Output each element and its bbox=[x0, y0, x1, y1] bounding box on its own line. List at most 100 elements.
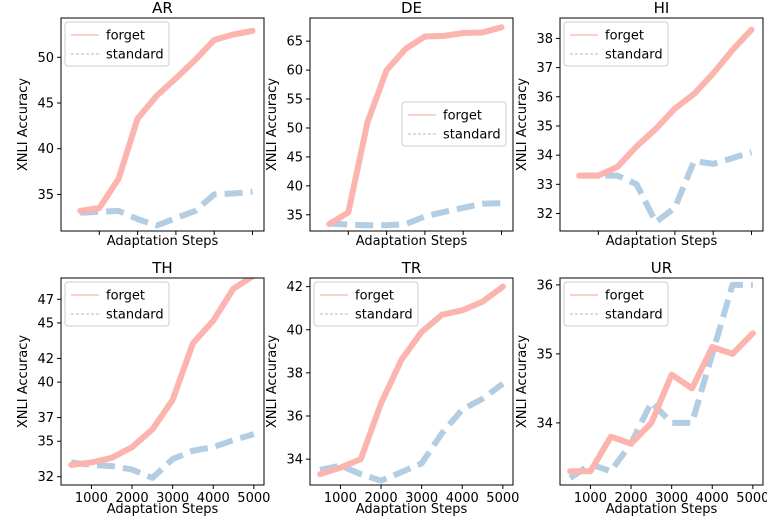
legend-label-forget: forget bbox=[355, 289, 394, 304]
legend-box bbox=[401, 101, 507, 147]
x-axis-label: Adaptation Steps bbox=[356, 234, 468, 249]
y-tick-label: 55 bbox=[286, 93, 303, 108]
y-tick-label: 38 bbox=[536, 32, 553, 47]
y-tick-label: 45 bbox=[37, 97, 54, 112]
panel-title: DE bbox=[401, 0, 422, 17]
x-axis-label: Adaptation Steps bbox=[606, 502, 718, 517]
y-tick-label: 47 bbox=[37, 293, 54, 308]
y-tick-label: 35 bbox=[37, 435, 54, 450]
series-line-standard bbox=[70, 431, 255, 481]
x-tick-label: 2000 bbox=[615, 491, 648, 506]
panel-hi: 32 33 34 35 36 37 38 HI Adaptation Steps XNLI Acc… bbox=[515, 0, 764, 249]
series-line-forget bbox=[576, 26, 755, 179]
y-tick-label: 36 bbox=[536, 278, 553, 293]
x-tick-label: 2000 bbox=[116, 491, 149, 506]
x-axis-label: Adaptation Steps bbox=[107, 502, 219, 517]
legend-label-standard: standard bbox=[605, 48, 663, 63]
y-axis-label: XNLI Accuracy bbox=[515, 78, 530, 171]
legend: forget standard bbox=[64, 21, 170, 67]
y-tick-label: 37 bbox=[536, 61, 553, 76]
y-tick-label: 35 bbox=[536, 347, 553, 362]
panel-ar: 35 40 45 50 AR Adaptation Steps XNLI Accuracy f… bbox=[16, 0, 265, 249]
axes-frame bbox=[60, 17, 265, 232]
legend-label-standard: standard bbox=[443, 128, 501, 143]
panel-de: 35 40 45 50 55 60 65 DE Adaptation Steps XNLI Acc… bbox=[265, 0, 514, 249]
axes-frame bbox=[559, 17, 764, 232]
series-line-standard bbox=[80, 188, 253, 229]
x-tick-label: 1000 bbox=[75, 491, 108, 506]
panel-ur: 34 35 36 1000 2000 3000 4000 5000 UR Adaptation S… bbox=[515, 259, 767, 517]
y-tick-label: 32 bbox=[536, 207, 553, 222]
legend-label-forget: forget bbox=[605, 289, 644, 304]
y-axis-label: XNLI Accuracy bbox=[265, 335, 280, 428]
y-tick-label: 38 bbox=[286, 366, 303, 381]
x-tick-label: 4000 bbox=[446, 491, 479, 506]
series-line-forget bbox=[326, 24, 505, 228]
x-tick-label: 1000 bbox=[324, 491, 357, 506]
legend-box bbox=[64, 21, 170, 67]
y-tick-label: 40 bbox=[37, 142, 54, 157]
x-axis-label: Adaptation Steps bbox=[107, 234, 219, 249]
y-tick-label: 42 bbox=[286, 280, 303, 295]
y-tick-label: 34 bbox=[286, 453, 303, 468]
panel-title: HI bbox=[654, 0, 670, 17]
axes-frame bbox=[309, 17, 514, 232]
panel-title: AR bbox=[152, 0, 173, 17]
legend: forget standard bbox=[401, 101, 507, 147]
x-tick-label: 4000 bbox=[696, 491, 729, 506]
axes-frame bbox=[60, 277, 265, 486]
y-tick-label: 35 bbox=[37, 188, 54, 203]
y-tick-label: 35 bbox=[286, 208, 303, 223]
x-tick-label: 3000 bbox=[405, 491, 438, 506]
y-axis-label: XNLI Accuracy bbox=[16, 78, 31, 171]
y-tick-label: 60 bbox=[286, 64, 303, 79]
y-tick-label: 45 bbox=[37, 316, 54, 331]
y-tick-label: 33 bbox=[536, 178, 553, 193]
legend-label-forget: forget bbox=[106, 29, 145, 44]
y-tick-label: 34 bbox=[536, 416, 553, 431]
series-line-standard bbox=[319, 381, 505, 484]
legend-label-forget: forget bbox=[106, 289, 145, 304]
legend-label-forget: forget bbox=[605, 29, 644, 44]
series-line-standard bbox=[329, 200, 502, 229]
legend-box bbox=[64, 281, 170, 327]
legend-box bbox=[313, 281, 419, 327]
series-line-standard bbox=[579, 149, 753, 226]
legend-box bbox=[563, 21, 669, 67]
axes-frame bbox=[309, 277, 514, 486]
y-tick-label: 40 bbox=[37, 376, 54, 391]
series-line-forget bbox=[567, 330, 756, 475]
x-axis-label: Adaptation Steps bbox=[356, 502, 468, 517]
y-tick-label: 50 bbox=[286, 121, 303, 136]
y-tick-label: 45 bbox=[286, 150, 303, 165]
legend-label-standard: standard bbox=[106, 308, 164, 323]
x-tick-label: 2000 bbox=[365, 491, 398, 506]
y-tick-label: 35 bbox=[536, 119, 553, 134]
y-axis-label: XNLI Accuracy bbox=[265, 78, 280, 171]
x-tick-label: 5000 bbox=[486, 491, 519, 506]
series-line-standard bbox=[568, 281, 753, 481]
y-tick-label: 65 bbox=[286, 35, 303, 50]
legend: forget standard bbox=[563, 281, 669, 327]
legend: forget standard bbox=[563, 21, 669, 67]
y-tick-label: 40 bbox=[286, 179, 303, 194]
y-tick-label: 36 bbox=[536, 90, 553, 105]
series-line-forget bbox=[68, 278, 256, 468]
x-tick-label: 5000 bbox=[237, 491, 270, 506]
x-tick-label: 3000 bbox=[655, 491, 688, 506]
y-axis-label: XNLI Accuracy bbox=[515, 335, 530, 428]
legend-label-standard: standard bbox=[106, 48, 164, 63]
y-tick-label: 50 bbox=[37, 51, 54, 66]
y-tick-label: 36 bbox=[286, 410, 303, 425]
series-line-forget bbox=[317, 283, 506, 478]
legend: forget standard bbox=[313, 281, 419, 327]
panel-title: UR bbox=[651, 259, 672, 277]
y-tick-label: 40 bbox=[286, 323, 303, 338]
legend-label-forget: forget bbox=[443, 109, 482, 124]
legend-label-standard: standard bbox=[355, 308, 413, 323]
legend: forget standard bbox=[64, 281, 170, 327]
panel-th: 32 35 37 40 42 45 47 1000 2000 3000 4000 5000 TH Adap… bbox=[16, 259, 270, 517]
legend-label-standard: standard bbox=[605, 308, 663, 323]
y-tick-label: 42 bbox=[37, 352, 54, 367]
